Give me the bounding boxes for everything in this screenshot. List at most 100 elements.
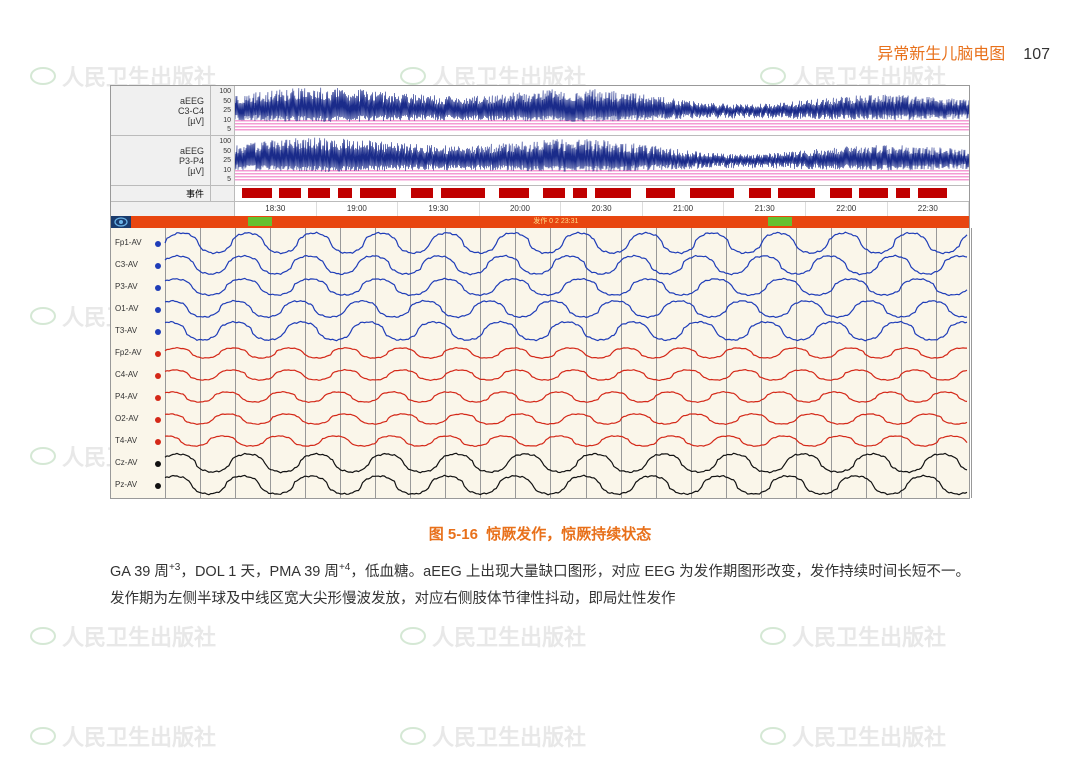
- eeg-panel: aEEGC3-C4[µV]1005025105aEEGP3-P4[µV]1005…: [110, 85, 970, 499]
- event-marker: [411, 188, 433, 198]
- watermark: 人民卫生出版社: [30, 620, 216, 652]
- eeg-channel-O2-AV: O2-AV: [111, 408, 969, 430]
- eeg-waveform: [165, 364, 967, 386]
- channel-dot-icon: [155, 483, 161, 489]
- figure-caption: 图 5-16 惊厥发作，惊厥持续状态: [110, 523, 970, 544]
- event-marker: [778, 188, 815, 198]
- event-marker: [573, 188, 588, 198]
- time-tick: 18:30: [235, 202, 317, 216]
- page-header: 异常新生儿脑电图 107: [877, 40, 1050, 64]
- event-marker: [859, 188, 888, 198]
- eeg-waveform: [165, 276, 967, 298]
- eeg-channel-label: P4-AV: [113, 392, 140, 401]
- channel-dot-icon: [155, 373, 161, 379]
- channel-dot-icon: [155, 439, 161, 445]
- eeg-figure: aEEGC3-C4[µV]1005025105aEEGP3-P4[µV]1005…: [110, 85, 970, 614]
- seizure-label: 发作 0 2 23:31: [533, 216, 578, 228]
- eeg-channel-label: O2-AV: [113, 414, 140, 423]
- eeg-channel-label: T4-AV: [113, 436, 139, 445]
- time-tick: 22:00: [806, 202, 888, 216]
- eeg-channel-label: T3-AV: [113, 326, 139, 335]
- event-marker: [242, 188, 271, 198]
- event-marker: [830, 188, 852, 198]
- event-marker: [918, 188, 947, 198]
- eeg-waveform: [165, 474, 967, 496]
- channel-dot-icon: [155, 461, 161, 467]
- eeg-waveform: [165, 408, 967, 430]
- eeg-channel-label: Fp1-AV: [113, 238, 144, 247]
- time-tick: 21:00: [643, 202, 725, 216]
- time-tick: 21:30: [724, 202, 806, 216]
- eeg-waveform: [165, 232, 967, 254]
- time-tick: 20:30: [561, 202, 643, 216]
- watermark: 人民卫生出版社: [400, 720, 586, 752]
- figure-label: 图 5-16: [429, 526, 478, 543]
- seizure-marker: [248, 217, 272, 226]
- eeg-channel-label: Pz-AV: [113, 480, 139, 489]
- time-tick: 20:00: [480, 202, 562, 216]
- eeg-channel-T4-AV: T4-AV: [111, 430, 969, 452]
- eeg-waveform: [165, 254, 967, 276]
- event-marker: [646, 188, 675, 198]
- event-marker: [896, 188, 911, 198]
- eeg-channel-Cz-AV: Cz-AV: [111, 452, 969, 474]
- event-marker: [543, 188, 565, 198]
- event-track: [235, 186, 969, 201]
- aeeg-unit: [µV]: [188, 166, 204, 176]
- event-marker: [360, 188, 397, 198]
- page-number: 107: [1023, 46, 1050, 64]
- aeeg-trace: [235, 136, 969, 185]
- aeeg-channel: P3-P4: [179, 156, 204, 166]
- channel-dot-icon: [155, 329, 161, 335]
- event-label: 事件: [111, 186, 211, 201]
- eeg-waveform: [165, 452, 967, 474]
- aeeg-trace: [235, 86, 969, 135]
- event-marker: [749, 188, 771, 198]
- eeg-channel-T3-AV: T3-AV: [111, 320, 969, 342]
- figure-title: 惊厥发作，惊厥持续状态: [486, 526, 651, 543]
- seizure-bar: 发作 0 2 23:31: [111, 216, 969, 228]
- figure-description: GA 39 周+3，DOL 1 天，PMA 39 周+4，低血糖。aEEG 上出…: [110, 558, 970, 614]
- eeg-channel-Fp2-AV: Fp2-AV: [111, 342, 969, 364]
- event-marker: [595, 188, 632, 198]
- aeeg-unit: [µV]: [188, 116, 204, 126]
- watermark: 人民卫生出版社: [30, 720, 216, 752]
- eeg-channel-P4-AV: P4-AV: [111, 386, 969, 408]
- event-marker: [690, 188, 734, 198]
- event-marker: [279, 188, 301, 198]
- aeeg-panel-1: aEEGP3-P4[µV]1005025105: [111, 136, 969, 186]
- watermark: 人民卫生出版社: [400, 620, 586, 652]
- eeg-channel-label: Cz-AV: [113, 458, 140, 467]
- time-tick: 22:30: [888, 202, 970, 216]
- eeg-channel-label: P3-AV: [113, 282, 140, 291]
- event-marker: [441, 188, 485, 198]
- time-tick: 19:30: [398, 202, 480, 216]
- eeg-channel-label: C3-AV: [113, 260, 140, 269]
- channel-dot-icon: [155, 263, 161, 269]
- eeg-waveform: [165, 386, 967, 408]
- event-marker: [308, 188, 330, 198]
- event-row: 事件: [111, 186, 969, 202]
- eeg-channel-Fp1-AV: Fp1-AV: [111, 232, 969, 254]
- time-tick: 19:00: [317, 202, 399, 216]
- view-icon[interactable]: [111, 216, 131, 228]
- eeg-waveform: [165, 320, 967, 342]
- raw-eeg-section: Fp1-AV C3-AV P3-AV O1-AV T3-AV Fp2-AV C4-AV P4-…: [111, 228, 969, 498]
- eeg-channel-O1-AV: O1-AV: [111, 298, 969, 320]
- eeg-waveform: [165, 430, 967, 452]
- channel-dot-icon: [155, 417, 161, 423]
- aeeg-channel: C3-C4: [178, 106, 204, 116]
- aeeg-title: aEEG: [180, 96, 204, 106]
- channel-dot-icon: [155, 395, 161, 401]
- eeg-channel-label: O1-AV: [113, 304, 140, 313]
- eeg-channel-label: Fp2-AV: [113, 348, 144, 357]
- eeg-waveform: [165, 298, 967, 320]
- eeg-channel-label: C4-AV: [113, 370, 140, 379]
- event-marker: [499, 188, 528, 198]
- time-axis: 18:3019:0019:3020:0020:3021:0021:3022:00…: [111, 202, 969, 216]
- channel-dot-icon: [155, 307, 161, 313]
- eeg-channel-C4-AV: C4-AV: [111, 364, 969, 386]
- eeg-channel-P3-AV: P3-AV: [111, 276, 969, 298]
- aeeg-title: aEEG: [180, 146, 204, 156]
- channel-dot-icon: [155, 241, 161, 247]
